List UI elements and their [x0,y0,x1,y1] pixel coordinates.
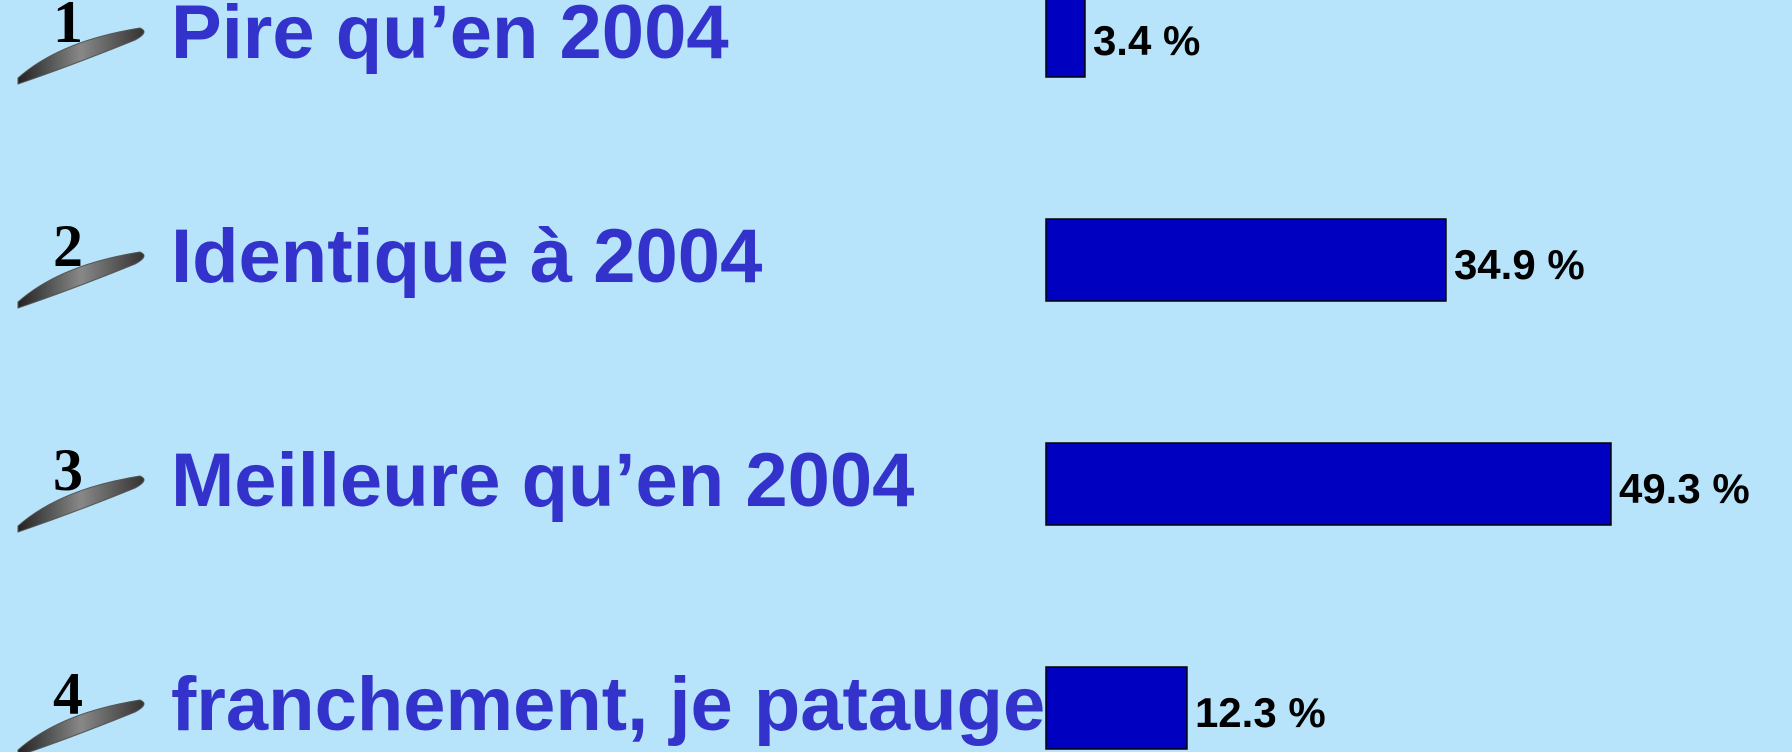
value-label: 34.9 % [1454,241,1585,288]
marker-swoosh [17,475,145,533]
value-label: 3.4 % [1093,17,1200,64]
value-label: 12.3 % [1195,689,1326,736]
marker-number: 3 [53,437,83,503]
bar [1045,0,1086,78]
value-label: 49.3 % [1619,465,1750,512]
marker-number: 1 [53,0,83,55]
marker-number: 4 [53,661,83,727]
marker-swoosh [17,27,145,85]
category-label: Meilleure qu’en 2004 [171,438,914,523]
category-label: Pire qu’en 2004 [171,0,729,75]
marker-number: 2 [53,213,83,279]
bar [1045,666,1188,750]
bar [1045,218,1447,302]
category-label: Identique à 2004 [171,214,762,299]
category-label: franchement, je patauge [171,662,1045,747]
marker-swoosh [17,699,145,752]
bar [1045,442,1612,526]
marker-swoosh [17,251,145,309]
